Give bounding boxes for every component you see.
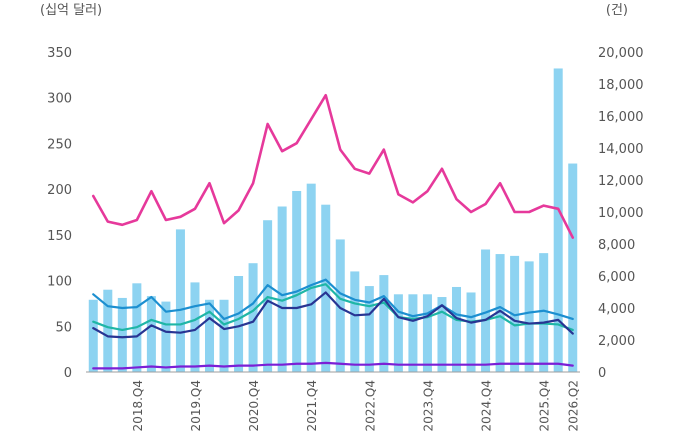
right-axis-unit: (건) (606, 3, 628, 18)
right-tick-label: 16,000 (598, 110, 644, 125)
bar-26 (466, 292, 476, 372)
left-tick-label: 0 (64, 366, 72, 381)
right-tick-label: 6,000 (598, 270, 635, 285)
bars-layer (88, 68, 578, 373)
right-tick-label: 18,000 (598, 78, 644, 93)
left-tick-label: 200 (47, 183, 72, 198)
x-tick-label: 2021.Q4 (305, 380, 319, 431)
bar-11 (248, 263, 258, 372)
right-tick-label: 8,000 (598, 238, 635, 253)
bar-23 (422, 294, 432, 372)
x-tick-label: 2020.Q4 (247, 380, 261, 431)
left-tick-label: 100 (47, 275, 72, 290)
bar-9 (219, 299, 229, 372)
series-line-teal (92, 283, 574, 332)
right-tick-label: 10,000 (598, 206, 644, 221)
bar-18 (350, 271, 360, 372)
bar-31 (539, 253, 549, 372)
series-line-lightblue (92, 278, 574, 321)
left-axis-unit: (십억 달러) (40, 3, 102, 18)
x-tick-label: 2023.Q4 (421, 380, 435, 431)
bar-13 (277, 206, 287, 372)
lines-layer (91, 93, 575, 370)
right-tick-label: 0 (598, 366, 606, 381)
bar-14 (292, 190, 302, 372)
left-tick-label: 150 (47, 229, 72, 244)
bar-24 (437, 297, 447, 372)
bar-15 (306, 183, 316, 372)
x-tick-label: 2022.Q4 (363, 380, 377, 431)
bar-21 (393, 294, 403, 372)
bar-2 (117, 297, 127, 372)
left-axis-ticks: 0 50 100 150 200 250 300 350 (47, 46, 72, 381)
bar-32 (553, 68, 563, 373)
bar-0 (88, 299, 98, 372)
bar-6 (175, 229, 185, 372)
bar-16 (321, 204, 331, 372)
x-tick-label: 2024.Q4 (480, 380, 494, 431)
bar-33 (568, 163, 578, 372)
right-tick-label: 14,000 (598, 142, 644, 157)
bar-20 (379, 275, 389, 372)
bar-28 (495, 254, 505, 372)
x-tick-label: 2018.Q4 (131, 380, 145, 431)
bar-22 (408, 294, 418, 372)
bar-7 (190, 282, 200, 372)
bar-8 (205, 299, 215, 372)
x-tick-label: 2025.Q4 (538, 380, 552, 431)
bar-1 (103, 289, 113, 372)
right-tick-label: 4,000 (598, 302, 635, 317)
bar-29 (510, 255, 520, 372)
right-tick-label: 2,000 (598, 334, 635, 349)
bar-27 (481, 249, 491, 372)
bar-25 (452, 286, 462, 372)
left-tick-label: 250 (47, 137, 72, 152)
left-tick-label: 300 (47, 92, 72, 107)
bar-5 (161, 301, 171, 372)
bar-19 (364, 286, 374, 372)
left-tick-label: 50 (55, 320, 72, 335)
x-axis-ticks: 2018.Q4 2019.Q4 2020.Q4 2021.Q4 2022.Q4 2023.… (131, 380, 581, 431)
bar-17 (335, 239, 345, 372)
bar-4 (146, 296, 156, 372)
bar-30 (524, 261, 534, 372)
left-tick-label: 350 (47, 46, 72, 61)
right-axis-ticks: 0 2,000 4,000 6,000 8,000 10,000 12,000 14,000 1… (598, 46, 644, 381)
x-tick-label: 2019.Q4 (189, 380, 203, 431)
bar-10 (234, 276, 244, 372)
series-line-pink (91, 93, 575, 239)
x-tick-label: 2026.Q2 (567, 380, 581, 431)
series-line-purple (92, 361, 574, 370)
right-tick-label: 12,000 (598, 174, 644, 189)
series-line-navy (92, 291, 574, 339)
right-tick-label: 20,000 (598, 46, 644, 61)
